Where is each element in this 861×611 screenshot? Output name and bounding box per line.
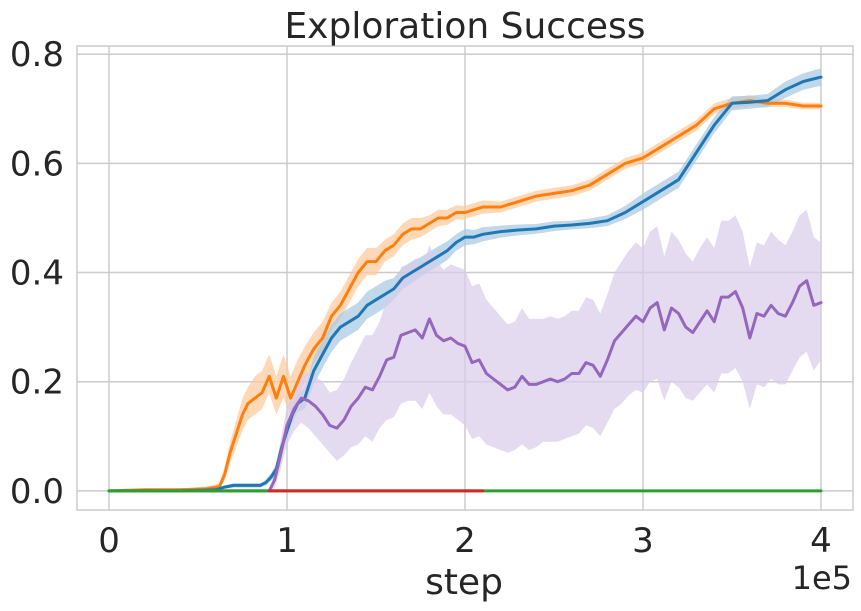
series-band-0: [109, 95, 821, 491]
y-tick-labels: 0.0 0.2 0.4 0.6 0.8: [10, 35, 64, 512]
series-lines: [107, 75, 823, 493]
plot-frame: [76, 45, 854, 511]
confidence-bands: [109, 68, 821, 491]
y-tick-label: 0.4: [10, 254, 64, 294]
x-tick-label: 2: [454, 521, 476, 561]
x-axis-offset-label: 1e5: [792, 559, 852, 597]
x-tick-label: 0: [98, 521, 120, 561]
y-tick-label: 0.2: [10, 363, 64, 403]
chart-title: Exploration Success: [284, 6, 645, 47]
y-tick-label: 0.0: [10, 472, 64, 512]
series-line-1: [107, 75, 823, 493]
x-tick-label: 1: [276, 521, 298, 561]
x-axis-label: step: [425, 562, 503, 603]
y-tick-label: 0.8: [10, 35, 64, 75]
series-band-2: [109, 209, 821, 491]
x-tick-label: 4: [810, 521, 832, 561]
x-tick-labels: 0 1 2 3 4: [98, 521, 832, 561]
series-line-2: [107, 279, 823, 493]
series-line-0: [107, 99, 823, 493]
y-tick-label: 0.6: [10, 144, 64, 184]
x-tick-label: 3: [632, 521, 654, 561]
